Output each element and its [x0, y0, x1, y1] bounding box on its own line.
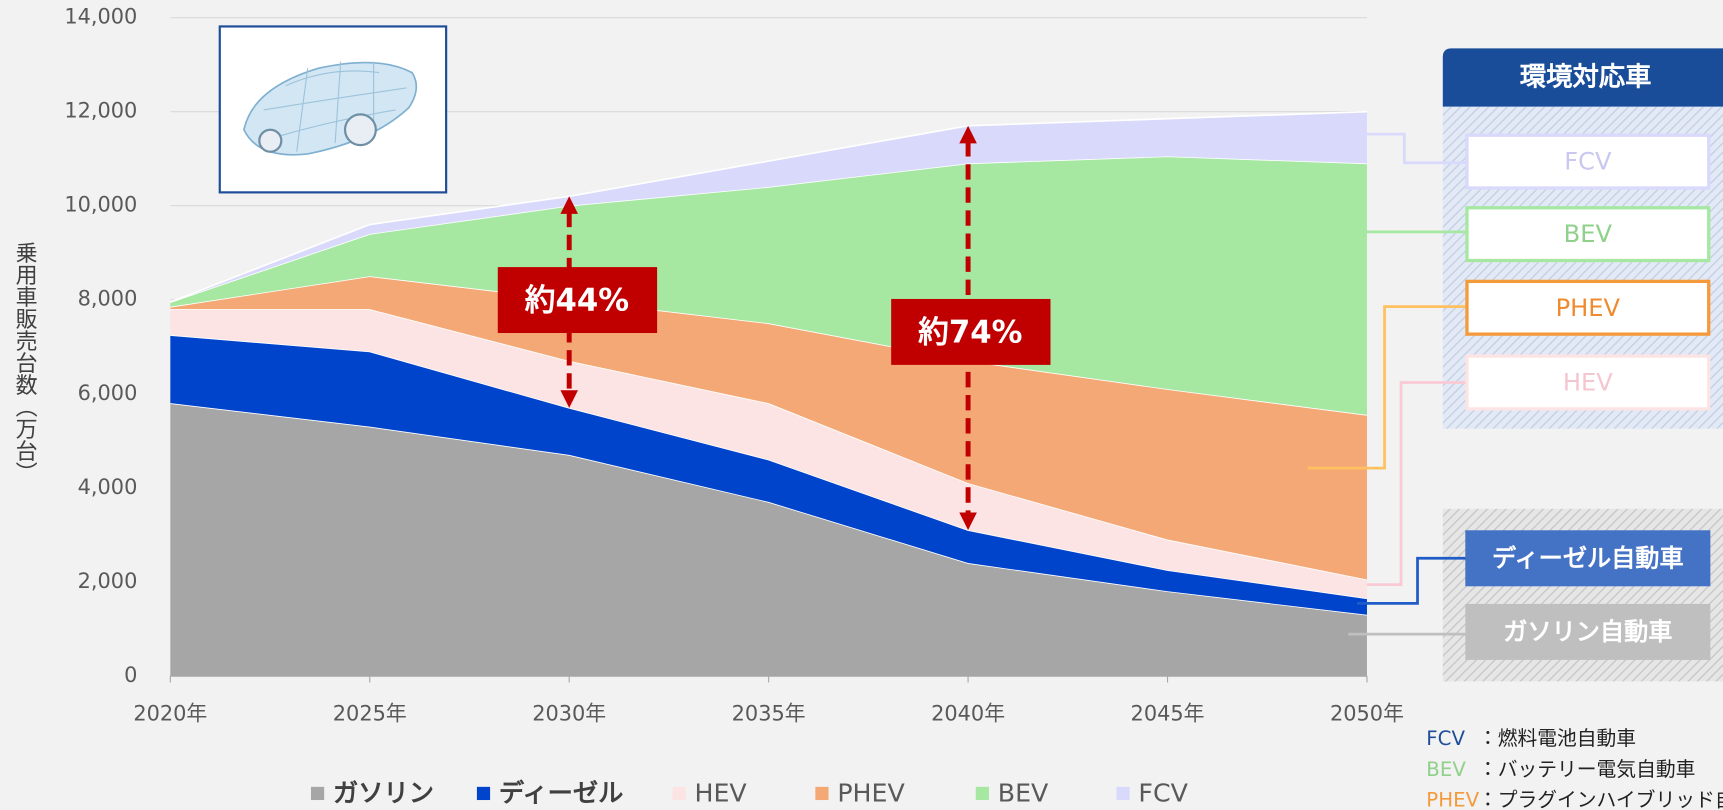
glossary: FCV ：燃料電池自動車 BEV ：バッテリー電気自動車 PHEV：プラグインハイブリッ… [1426, 727, 1723, 810]
annotation-box [891, 298, 1051, 365]
glossary-term: BEV [1426, 758, 1466, 781]
area [170, 309, 1367, 599]
annotations: 約44% 約74% [497, 125, 1051, 531]
x-tick-label: 2050年 [1330, 701, 1404, 725]
panel-box [1465, 206, 1711, 263]
legend-label: PHEV [837, 779, 905, 808]
legend-swatch [975, 786, 989, 801]
panel-box-label: ディーゼル自動車 [1492, 544, 1684, 572]
y-tick-label: 10,000 [64, 193, 137, 217]
arrow-head [959, 125, 977, 144]
glossary-term: PHEV [1426, 789, 1479, 810]
panel-title: 環境対応車 [1520, 63, 1652, 93]
glossary-desc: ：バッテリー電気自動車 [1478, 758, 1695, 781]
panel-box-label: FCV [1564, 148, 1612, 176]
arrow-head [560, 390, 578, 408]
x-tick-label: 2025年 [333, 701, 407, 725]
x-tick-label: 2020年 [133, 701, 207, 725]
legend-label: HEV [694, 779, 747, 808]
annotation-box [497, 267, 658, 334]
panel-box [1465, 279, 1711, 336]
y-tick-label: 8,000 [78, 287, 138, 311]
areas [170, 110, 1368, 676]
panel-box [1465, 530, 1711, 587]
y-axis-label: 乗用車販売台数（万台） [12, 242, 37, 484]
area [170, 156, 1367, 415]
legend-swatch [310, 786, 325, 801]
panel-box-label: BEV [1564, 220, 1613, 248]
glossary-term: FCV [1426, 727, 1465, 750]
panel-box [1465, 603, 1711, 660]
legend-swatch [1116, 786, 1130, 801]
legend-swatch [672, 786, 686, 801]
arrow-head [560, 196, 578, 214]
annotation-text: 約44% [525, 283, 629, 319]
y-tick-label: 12,000 [64, 99, 137, 123]
panel-box-label: PHEV [1556, 294, 1621, 322]
glossary-desc: ：燃料電池自動車 [1478, 727, 1636, 750]
legend-label: BEV [998, 779, 1049, 808]
legend-label: ガソリン [333, 779, 434, 808]
panel-box-label: ガソリン自動車 [1503, 618, 1672, 646]
area [170, 276, 1367, 580]
legend-swatch [476, 786, 491, 801]
panel-box-label: HEV [1563, 369, 1613, 397]
y-tick-label: 14,000 [64, 5, 137, 29]
legend: ガソリン ディーゼル HEV PHEV BEV FCV [310, 779, 1189, 808]
y-tick-label: 0 [124, 663, 137, 687]
arrow-head [959, 512, 977, 531]
axes: 0 2,000 4,000 6,000 8,000 10,000 12,000 14,000 2… [64, 5, 1404, 726]
x-tick-label: 2035年 [732, 701, 806, 725]
x-tick-label: 2045年 [1131, 701, 1205, 725]
panel-box [1465, 354, 1711, 411]
area [170, 335, 1367, 615]
area-edge [170, 110, 1368, 303]
car-image [218, 25, 448, 194]
x-tick-label: 2030年 [532, 701, 606, 725]
x-tick-label: 2040年 [931, 701, 1005, 725]
legend-swatch [815, 786, 829, 801]
area [170, 111, 1367, 303]
legend-label: ディーゼル [499, 779, 624, 808]
annotation-text: 約74% [918, 315, 1022, 351]
legend-label: FCV [1138, 779, 1188, 808]
glossary-desc: ：プラグインハイブリッド自動車 [1478, 789, 1723, 810]
area [170, 403, 1367, 676]
y-tick-label: 4,000 [78, 475, 138, 499]
panel-box [1465, 133, 1711, 190]
y-tick-label: 6,000 [78, 381, 138, 405]
y-tick-label: 2,000 [78, 569, 138, 593]
area-edge [170, 402, 1368, 616]
